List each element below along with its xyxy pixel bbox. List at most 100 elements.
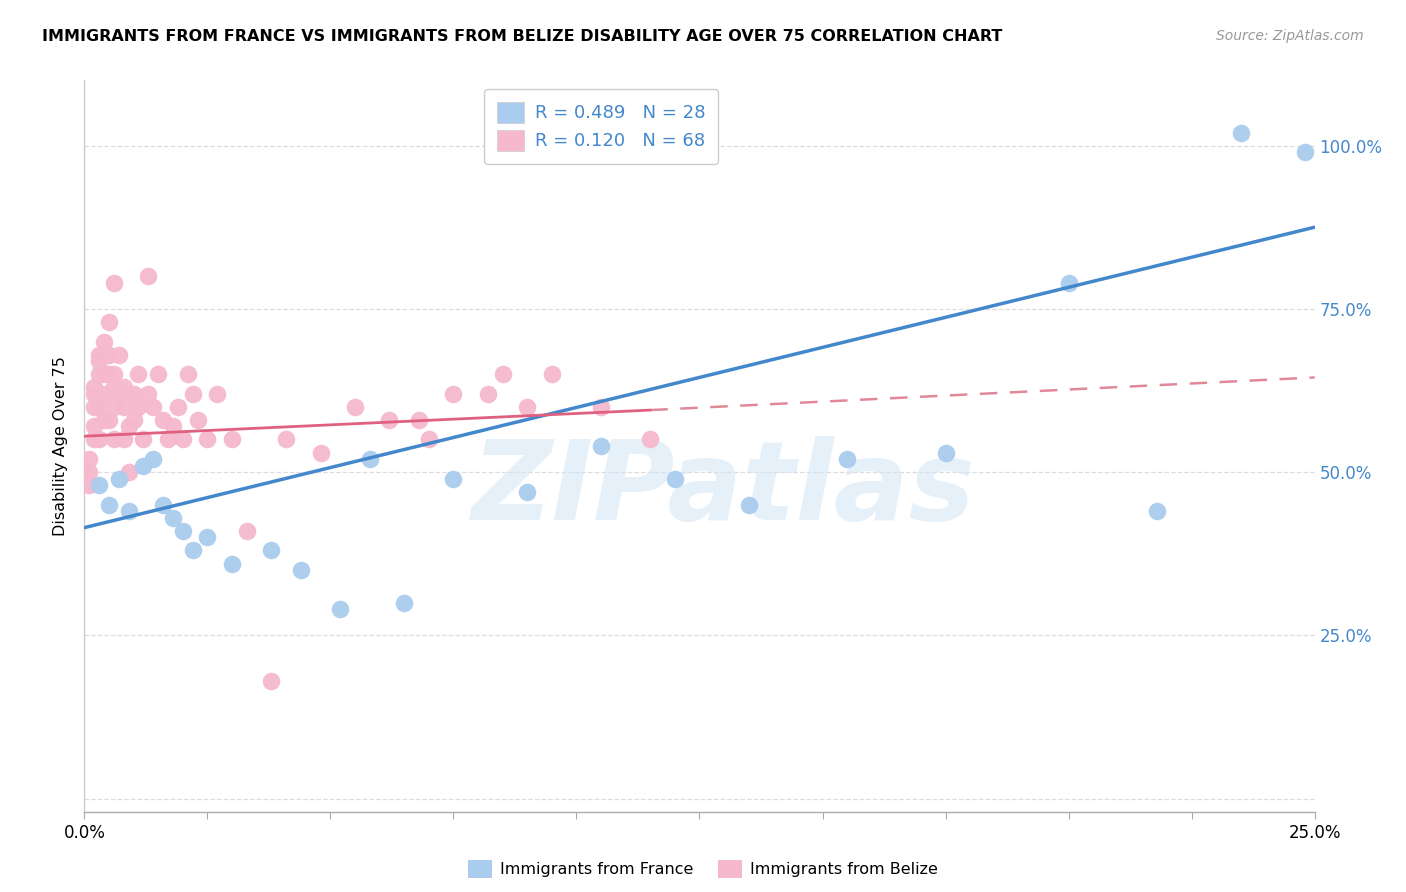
Point bbox=[197, 530, 219, 544]
Text: Source: ZipAtlas.com: Source: ZipAtlas.com bbox=[1216, 29, 1364, 43]
Point bbox=[221, 557, 243, 571]
Point bbox=[197, 433, 219, 447]
Point bbox=[207, 386, 229, 401]
Point bbox=[93, 413, 115, 427]
Point bbox=[87, 478, 111, 492]
Point bbox=[138, 269, 160, 284]
Point bbox=[591, 439, 613, 453]
Point bbox=[157, 433, 180, 447]
Point bbox=[309, 445, 332, 459]
Point bbox=[260, 543, 283, 558]
Point bbox=[108, 347, 131, 362]
Point bbox=[128, 367, 150, 381]
Point bbox=[87, 354, 111, 368]
Point bbox=[172, 433, 194, 447]
Text: IMMIGRANTS FROM FRANCE VS IMMIGRANTS FROM BELIZE DISABILITY AGE OVER 75 CORRELAT: IMMIGRANTS FROM FRANCE VS IMMIGRANTS FRO… bbox=[42, 29, 1002, 44]
Point bbox=[87, 400, 111, 414]
Point bbox=[98, 367, 120, 381]
Point bbox=[83, 400, 105, 414]
Point bbox=[664, 472, 686, 486]
Point bbox=[177, 367, 200, 381]
Point bbox=[1057, 276, 1080, 290]
Point bbox=[166, 400, 188, 414]
Point bbox=[98, 315, 120, 329]
Point bbox=[359, 452, 381, 467]
Point bbox=[118, 419, 141, 434]
Text: ZIPatlas: ZIPatlas bbox=[472, 436, 976, 543]
Point bbox=[837, 452, 859, 467]
Point bbox=[181, 543, 204, 558]
Point bbox=[122, 386, 145, 401]
Point bbox=[344, 400, 367, 414]
Point bbox=[394, 596, 416, 610]
Point bbox=[1229, 126, 1253, 140]
Point bbox=[142, 452, 165, 467]
Point bbox=[103, 380, 125, 394]
Point bbox=[162, 419, 184, 434]
Legend: Immigrants from France, Immigrants from Belize: Immigrants from France, Immigrants from … bbox=[463, 854, 943, 884]
Point bbox=[112, 433, 135, 447]
Point bbox=[640, 433, 662, 447]
Point bbox=[83, 419, 105, 434]
Point bbox=[103, 400, 125, 414]
Point bbox=[87, 367, 111, 381]
Point bbox=[260, 674, 283, 689]
Point bbox=[98, 347, 120, 362]
Point bbox=[1146, 504, 1168, 518]
Point bbox=[186, 413, 209, 427]
Point bbox=[378, 413, 401, 427]
Point bbox=[79, 452, 101, 467]
Point bbox=[408, 413, 430, 427]
Point bbox=[516, 484, 538, 499]
Point bbox=[477, 386, 499, 401]
Point bbox=[128, 400, 150, 414]
Point bbox=[87, 347, 111, 362]
Point bbox=[79, 465, 101, 479]
Point bbox=[541, 367, 564, 381]
Point bbox=[83, 386, 105, 401]
Point bbox=[112, 380, 135, 394]
Point bbox=[329, 602, 352, 616]
Point bbox=[138, 386, 160, 401]
Point bbox=[122, 413, 145, 427]
Point bbox=[98, 498, 120, 512]
Point bbox=[148, 367, 170, 381]
Point bbox=[276, 433, 298, 447]
Point bbox=[93, 334, 115, 349]
Point bbox=[1294, 145, 1316, 160]
Point bbox=[172, 524, 194, 538]
Point bbox=[142, 400, 165, 414]
Point bbox=[93, 367, 115, 381]
Point bbox=[83, 380, 105, 394]
Point bbox=[492, 367, 515, 381]
Point bbox=[132, 458, 155, 473]
Point bbox=[935, 445, 957, 459]
Point bbox=[443, 472, 465, 486]
Point bbox=[152, 498, 174, 512]
Point bbox=[103, 367, 125, 381]
Y-axis label: Disability Age Over 75: Disability Age Over 75 bbox=[53, 356, 69, 536]
Point bbox=[738, 498, 761, 512]
Legend: R = 0.489   N = 28, R = 0.120   N = 68: R = 0.489 N = 28, R = 0.120 N = 68 bbox=[484, 89, 718, 163]
Point bbox=[108, 386, 131, 401]
Point bbox=[103, 276, 125, 290]
Point bbox=[152, 413, 174, 427]
Point bbox=[132, 433, 155, 447]
Point bbox=[443, 386, 465, 401]
Point bbox=[516, 400, 538, 414]
Point bbox=[290, 563, 312, 577]
Point bbox=[93, 386, 115, 401]
Point bbox=[79, 478, 101, 492]
Point bbox=[591, 400, 613, 414]
Point bbox=[103, 433, 125, 447]
Point bbox=[118, 504, 141, 518]
Point bbox=[108, 472, 131, 486]
Point bbox=[221, 433, 243, 447]
Point bbox=[118, 465, 141, 479]
Point bbox=[181, 386, 204, 401]
Point bbox=[162, 511, 184, 525]
Point bbox=[87, 433, 111, 447]
Point bbox=[418, 433, 440, 447]
Point bbox=[112, 400, 135, 414]
Point bbox=[83, 433, 105, 447]
